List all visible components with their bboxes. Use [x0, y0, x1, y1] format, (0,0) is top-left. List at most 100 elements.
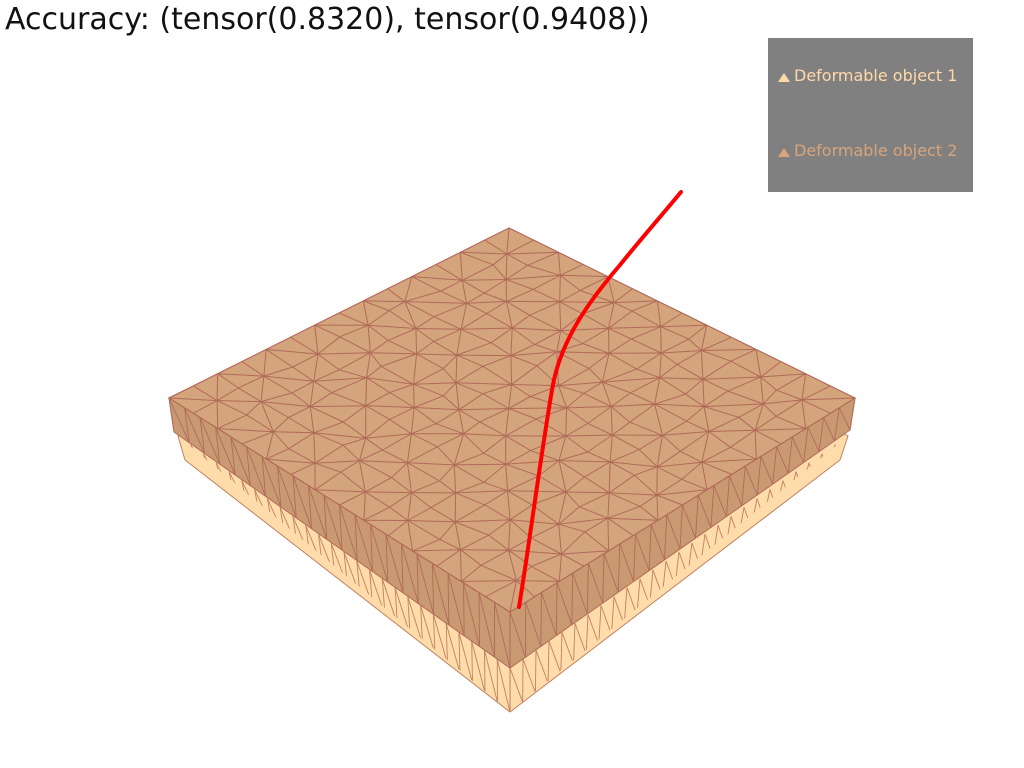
- mesh-edge: [238, 375, 265, 389]
- mesh-edge: [547, 641, 550, 683]
- mesh-edge: [727, 390, 764, 405]
- mesh-edge: [579, 276, 609, 291]
- mesh-edge: [556, 343, 583, 353]
- mesh-edge: [483, 463, 507, 483]
- mesh-edge: [838, 407, 851, 431]
- mesh-edge: [290, 324, 315, 338]
- mesh-edge: [391, 462, 408, 478]
- mesh-edge: [458, 393, 484, 411]
- mesh-edge: [507, 475, 539, 492]
- mesh-edge: [700, 324, 708, 351]
- mesh-edge: [708, 429, 756, 432]
- mesh-edge: [608, 328, 610, 354]
- mesh-edge: [525, 602, 542, 647]
- mesh-edge: [266, 348, 319, 355]
- mesh-edge: [265, 336, 291, 350]
- mesh-edge: [611, 596, 615, 635]
- mesh-edge: [193, 373, 218, 387]
- mesh-edge: [582, 302, 615, 315]
- mesh-edge: [411, 492, 432, 508]
- mesh-edge: [363, 491, 366, 521]
- mesh-edge: [536, 351, 558, 367]
- mesh-edge: [435, 263, 463, 281]
- mesh-edge: [411, 263, 437, 278]
- mesh-edge: [238, 387, 262, 403]
- mesh-edge: [608, 352, 637, 370]
- mesh-edge: [388, 310, 417, 329]
- mesh-edge: [369, 352, 382, 367]
- mesh-edge: [272, 431, 290, 450]
- mesh-edge: [801, 399, 831, 414]
- mesh-edge: [603, 553, 619, 593]
- mesh-edge: [433, 340, 458, 356]
- mesh-edge: [478, 592, 480, 647]
- mesh-edge: [366, 377, 414, 385]
- mesh-edge: [662, 420, 687, 436]
- mesh-edge: [359, 460, 392, 478]
- mesh-edge: [435, 251, 461, 265]
- mesh-edge: [610, 406, 631, 423]
- mesh-edge: [530, 435, 566, 452]
- mesh-edge: [484, 650, 498, 703]
- mesh-edge: [404, 276, 413, 302]
- mesh-edge: [509, 519, 532, 539]
- mesh-edge: [443, 382, 457, 397]
- mesh-edge: [540, 592, 542, 647]
- mesh-edge: [508, 407, 567, 409]
- mesh-edge: [413, 353, 418, 385]
- mesh-edge: [659, 352, 662, 378]
- mesh-edge: [455, 382, 460, 410]
- mesh-edge: [461, 279, 485, 294]
- mesh-edge: [486, 300, 507, 315]
- mesh-edge: [412, 538, 440, 552]
- mesh-edge: [506, 288, 534, 302]
- mesh-edge: [363, 506, 390, 521]
- mesh-edge: [510, 355, 538, 367]
- mesh-edge: [458, 408, 509, 411]
- mesh-edge: [292, 366, 315, 382]
- legend-panel: Deformable object 1 Deformable object 2: [768, 38, 973, 192]
- mesh-edge: [443, 395, 460, 411]
- mesh-edge: [660, 338, 689, 354]
- mesh-edge: [602, 381, 631, 394]
- mesh-edge: [216, 373, 219, 401]
- mesh-edge: [433, 316, 462, 330]
- mesh-edge: [610, 406, 613, 436]
- mesh-edge: [484, 490, 508, 506]
- mesh-edge: [508, 550, 517, 581]
- mesh-edge: [272, 417, 289, 433]
- mesh-edge: [407, 492, 412, 521]
- mesh-edge: [607, 517, 634, 537]
- mesh-edge: [338, 352, 371, 371]
- mesh-edge: [482, 384, 512, 395]
- mesh-edge: [657, 461, 702, 468]
- mesh-edge: [754, 430, 757, 460]
- mesh-edge: [314, 471, 342, 491]
- mesh-edge: [775, 399, 803, 417]
- mesh-edge: [389, 407, 415, 420]
- mesh-edge: [688, 324, 708, 340]
- mesh-edge: [454, 463, 506, 466]
- mesh-edge: [701, 446, 731, 463]
- mesh-edge: [531, 491, 567, 506]
- mesh-edge: [556, 582, 573, 625]
- mesh-edge: [460, 564, 482, 582]
- mesh-edge: [639, 494, 658, 507]
- mesh-edge: [659, 377, 686, 395]
- mesh-edge: [511, 314, 530, 329]
- mesh-edge: [416, 353, 457, 356]
- mesh-edge: [290, 462, 316, 475]
- mesh-edge: [193, 412, 218, 430]
- mesh-edge: [440, 290, 467, 304]
- mesh-edge: [339, 504, 365, 521]
- mesh-edge: [366, 352, 371, 378]
- mesh-edge: [407, 446, 438, 464]
- mesh-edge: [608, 327, 632, 340]
- mesh-edge: [461, 264, 494, 281]
- mesh-edge: [394, 587, 411, 635]
- mesh-edge: [508, 519, 511, 551]
- mesh-edge: [288, 448, 316, 464]
- mesh-edge: [666, 514, 681, 550]
- mesh-edge: [535, 418, 566, 437]
